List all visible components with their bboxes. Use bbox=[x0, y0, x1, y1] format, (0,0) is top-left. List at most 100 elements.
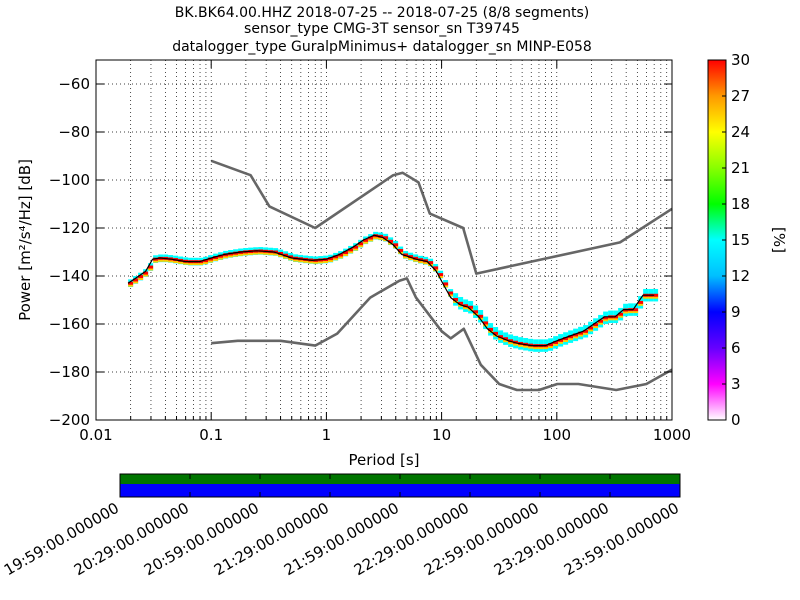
y-axis-label: Power [m²/s⁴/Hz] [dB] bbox=[16, 159, 34, 321]
timeline-tick-label: 23:29:00.000000 bbox=[491, 499, 612, 579]
density-cell bbox=[223, 255, 229, 259]
density-cell bbox=[568, 335, 574, 339]
density-cell bbox=[193, 262, 199, 266]
density-cell bbox=[133, 280, 139, 284]
density-cell bbox=[478, 316, 484, 320]
density-cell bbox=[228, 254, 234, 258]
density-cell bbox=[383, 236, 389, 240]
density-cell bbox=[133, 278, 139, 282]
density-cell bbox=[553, 342, 559, 346]
density-cell bbox=[513, 340, 519, 344]
density-cell bbox=[363, 240, 369, 244]
y-tick-label: −180 bbox=[49, 363, 90, 381]
density-cell bbox=[263, 251, 269, 255]
title-line-1: BK.BK64.00.HHZ 2018-07-25 -- 2018-07-25 … bbox=[175, 5, 589, 21]
density-cell bbox=[553, 340, 559, 344]
colorbar-tick-label: 6 bbox=[731, 339, 741, 357]
density-cell bbox=[648, 295, 654, 299]
density-cell bbox=[483, 323, 489, 327]
density-cell bbox=[388, 239, 394, 243]
density-cell bbox=[308, 260, 314, 264]
density-cell bbox=[168, 259, 174, 263]
x-tick-label: 10 bbox=[432, 426, 451, 444]
colorbar-ticks: 0 3 6 9 12 15 18 21 24 27 30 bbox=[722, 51, 750, 429]
density-cell bbox=[608, 317, 614, 321]
density-cell bbox=[353, 247, 359, 251]
density-cell bbox=[328, 259, 334, 263]
plot-frame bbox=[95, 59, 673, 421]
density-cell bbox=[538, 346, 544, 350]
density-cell bbox=[563, 337, 569, 341]
density-cell bbox=[278, 253, 284, 257]
density-cell bbox=[233, 253, 239, 257]
density-cell bbox=[408, 257, 414, 261]
density-cell bbox=[618, 314, 624, 318]
colorbar-tick-label: 18 bbox=[731, 195, 750, 213]
density-cell bbox=[203, 261, 209, 265]
density-cell bbox=[258, 251, 264, 255]
density-cell bbox=[338, 253, 344, 257]
density-cell bbox=[283, 253, 289, 257]
density-cell bbox=[338, 255, 344, 259]
density-cell bbox=[428, 261, 434, 265]
density-cell bbox=[393, 243, 399, 247]
density-cell bbox=[253, 251, 259, 255]
y-tick-label: −160 bbox=[49, 315, 90, 333]
density-cell bbox=[593, 323, 599, 327]
density-cell bbox=[653, 293, 659, 297]
nlnm-line bbox=[211, 277, 673, 392]
density-cell bbox=[158, 258, 164, 262]
timeline-tick-label: 22:59:00.000000 bbox=[421, 499, 542, 579]
density-cell bbox=[148, 267, 154, 271]
density-cell bbox=[653, 295, 659, 299]
density-cell bbox=[318, 260, 324, 264]
density-cell bbox=[458, 301, 464, 305]
density-cell bbox=[463, 304, 469, 308]
x-tick-label: 0.01 bbox=[79, 426, 112, 444]
nhnm-line bbox=[210, 159, 673, 275]
density-cell bbox=[348, 248, 354, 252]
density-cell bbox=[618, 312, 624, 316]
density-cell bbox=[523, 344, 529, 348]
density-cell bbox=[403, 255, 409, 259]
density-cell bbox=[598, 319, 604, 323]
colorbar-tick-label: 21 bbox=[731, 159, 750, 177]
timeline-tick-label: 20:29:00.000000 bbox=[71, 499, 192, 579]
colorbar-tick-label: 3 bbox=[731, 375, 741, 393]
density-cell bbox=[493, 331, 499, 335]
density-cell bbox=[598, 321, 604, 325]
density-cell bbox=[543, 346, 549, 350]
density-cell bbox=[408, 255, 414, 259]
density-cell bbox=[483, 321, 489, 325]
y-tick-label: −140 bbox=[49, 267, 90, 285]
density-cell bbox=[273, 252, 279, 256]
density-cell bbox=[613, 317, 619, 321]
density-cell bbox=[148, 265, 154, 269]
density-cell bbox=[358, 242, 364, 246]
density-cell bbox=[488, 327, 494, 331]
density-cell bbox=[588, 328, 594, 332]
density-cell bbox=[208, 257, 214, 261]
x-tick-label: 1 bbox=[322, 426, 332, 444]
density-cell bbox=[178, 260, 184, 264]
density-cell bbox=[573, 333, 579, 337]
density-cell bbox=[558, 338, 564, 342]
title-line-2: sensor_type CMG-3T sensor_sn T39745 bbox=[244, 21, 520, 37]
density-cell bbox=[643, 295, 649, 299]
density-cell bbox=[438, 275, 444, 279]
density-cell bbox=[208, 259, 214, 263]
density-cell bbox=[623, 310, 629, 314]
y-tick-label: −100 bbox=[49, 171, 90, 189]
density-cell bbox=[638, 302, 644, 306]
density-cell bbox=[443, 282, 449, 286]
density-cell bbox=[468, 305, 474, 309]
density-cell bbox=[333, 257, 339, 261]
density-cell bbox=[418, 260, 424, 264]
density-cell bbox=[398, 248, 404, 252]
timeline-tick-label: 19:59:00.000000 bbox=[1, 499, 122, 579]
density-cell bbox=[278, 251, 284, 255]
density-cell bbox=[528, 345, 534, 349]
density-cell bbox=[333, 255, 339, 259]
density-cell bbox=[368, 236, 374, 240]
